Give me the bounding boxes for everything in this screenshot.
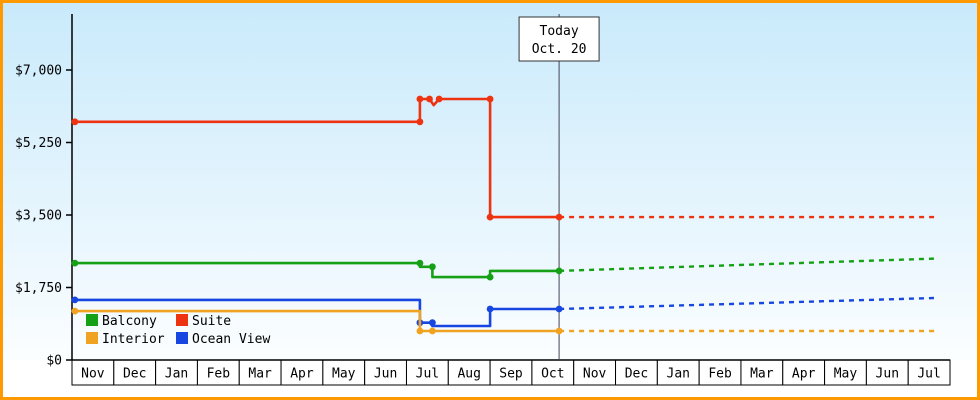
series-point-balcony — [416, 259, 424, 267]
month-cell — [698, 359, 742, 386]
x-axis-months: Nov Dec Jan Feb Mar Apr May Jun Jul Aug Sep Oct Nov D… — [71, 359, 951, 386]
series-point-suite — [555, 213, 563, 221]
series-line-suite — [72, 97, 560, 219]
series-point-interior — [429, 327, 436, 335]
series-point-ocean-view — [486, 305, 494, 313]
month-label: May — [834, 367, 858, 382]
month-label: Oct — [541, 367, 564, 382]
today-label-box — [518, 16, 600, 62]
month-label: Jan — [667, 367, 690, 382]
month-label: Apr — [290, 367, 314, 382]
series-point-interior — [71, 307, 79, 315]
month-label: Jul — [917, 367, 940, 382]
series-point-suite — [416, 118, 424, 126]
month-label: Mar — [750, 367, 774, 382]
month-label: Nov — [81, 367, 105, 382]
series-forecast-balcony — [559, 257, 938, 273]
series-forecast-ocean-view — [559, 296, 938, 311]
series-layer — [71, 95, 938, 335]
month-cell — [447, 359, 491, 386]
month-label: Jan — [165, 367, 188, 382]
series-point-suite — [416, 95, 424, 103]
series-point-interior — [555, 327, 563, 335]
month-cell — [405, 359, 449, 386]
legend-label-ocean-view: Ocean View — [192, 332, 270, 347]
month-label: Feb — [708, 367, 732, 382]
series-point-balcony — [486, 273, 494, 281]
month-cell — [196, 359, 240, 386]
y-axis: $7,000 $5,250 $3,500 $1,750 $0 — [15, 64, 72, 369]
legend-label-balcony: Balcony — [102, 314, 157, 329]
month-cell — [865, 359, 909, 386]
month-cell — [740, 359, 784, 386]
month-label: Feb — [207, 367, 231, 382]
series-point-balcony — [555, 267, 563, 275]
legend-swatch-suite — [176, 314, 188, 326]
month-label: Mar — [248, 367, 272, 382]
series-point-interior — [416, 327, 424, 335]
y-tick-label: $5,250 — [15, 136, 62, 151]
legend-label-interior: Interior — [102, 332, 165, 347]
month-cell — [531, 359, 575, 386]
month-label: Jul — [416, 367, 439, 382]
month-cell — [656, 359, 700, 386]
series-point-suite — [71, 118, 79, 126]
month-label: Dec — [625, 367, 648, 382]
legend-swatch-interior — [86, 332, 98, 344]
month-label: Jun — [876, 367, 899, 382]
series-point-balcony — [429, 263, 436, 271]
month-cell — [280, 359, 324, 386]
month-label: May — [332, 367, 356, 382]
series-point-suite — [486, 213, 494, 221]
today-label: Today — [540, 24, 579, 39]
legend-label-suite: Suite — [192, 314, 231, 329]
month-cell — [238, 359, 282, 386]
today-date-label: Oct. 20 — [532, 42, 587, 57]
y-tick-label: $1,750 — [15, 281, 62, 296]
series-point-ocean-view — [429, 319, 436, 327]
legend-swatch-balcony — [86, 314, 98, 326]
legend-swatch-ocean-view — [176, 332, 188, 344]
legend: Balcony Suite Interior Ocean View — [86, 314, 270, 347]
series-point-ocean-view — [555, 305, 563, 313]
month-cell — [615, 359, 658, 386]
series-point-ocean-view — [71, 296, 79, 304]
series-point-suite — [435, 95, 443, 103]
month-cell — [573, 359, 617, 386]
month-label: Aug — [457, 367, 480, 382]
y-tick-label: $3,500 — [15, 209, 62, 224]
month-label: Sep — [499, 367, 523, 382]
y-tick-label: $0 — [46, 354, 62, 369]
month-label: Apr — [792, 367, 816, 382]
today-marker: Today Oct. 20 — [518, 16, 600, 62]
month-label: Jun — [374, 367, 397, 382]
month-label: Nov — [583, 367, 607, 382]
series-point-suite — [486, 95, 494, 103]
series-point-balcony — [71, 259, 79, 267]
y-tick-label: $7,000 — [15, 64, 62, 79]
series-point-suite — [426, 95, 433, 103]
month-cell — [907, 359, 951, 386]
month-label: Dec — [123, 367, 146, 382]
